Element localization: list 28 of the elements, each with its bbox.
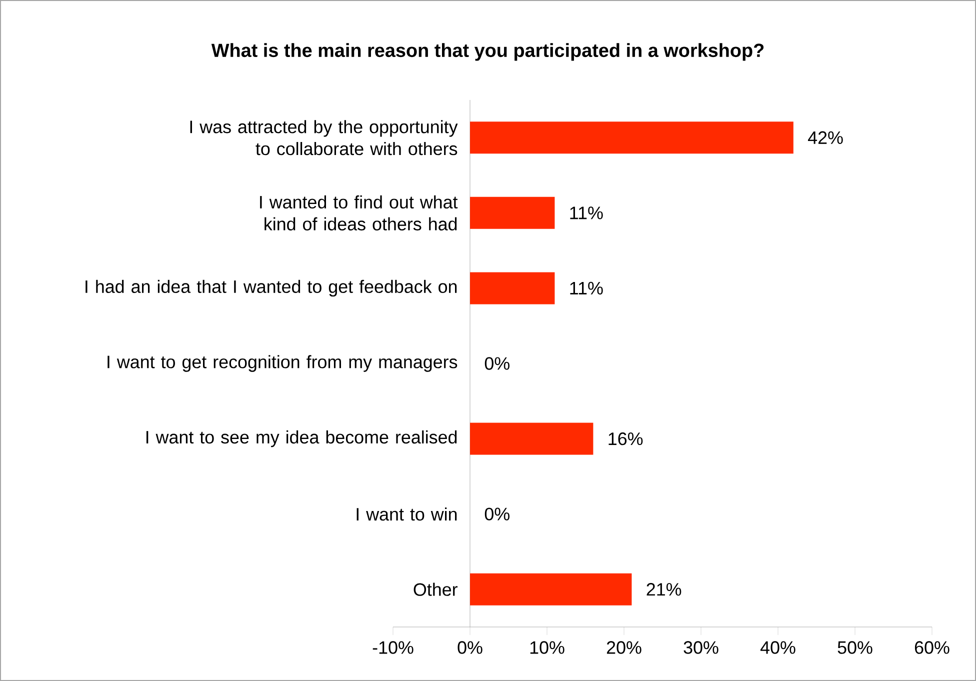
x-tick-label: 10%	[530, 641, 564, 654]
y-tick-label: I want to get recognition from my managers	[108, 355, 458, 372]
chart-title: What is the main reason that you participated in a workshop?	[211, 43, 764, 61]
y-tick-label: I had an idea that I wanted to get feedback on	[86, 280, 457, 297]
y-tick-label: I want to win	[356, 507, 457, 521]
x-tick-label: 60%	[914, 641, 950, 654]
data-label: 11%	[570, 282, 603, 294]
y-tick-label: I was attracted by the opportunity to collaborate with others	[190, 120, 458, 156]
x-tick-label: 20%	[606, 641, 642, 654]
data-label: 11%	[570, 206, 603, 220]
x-tick-label: 40%	[760, 641, 796, 654]
y-tick-label: I wanted to find out what kind of ideas others had	[260, 195, 458, 230]
data-label: 16%	[608, 432, 643, 446]
data-label: 42%	[808, 131, 843, 144]
x-tick-label: 30%	[684, 641, 718, 654]
bar	[470, 573, 632, 606]
bar	[470, 422, 594, 455]
y-tick-label: I want to see my idea become realised	[146, 430, 457, 448]
data-label: 0%	[484, 357, 510, 370]
data-label: 0%	[484, 508, 510, 520]
bar	[470, 122, 794, 154]
x-tick-label: 50%	[838, 641, 872, 654]
data-label: 21%	[646, 583, 682, 596]
bar	[470, 196, 555, 229]
x-tick-label: -10%	[372, 641, 414, 654]
bar	[470, 272, 555, 304]
y-tick-label: Other	[414, 582, 458, 596]
x-tick-label: 0%	[458, 641, 482, 654]
